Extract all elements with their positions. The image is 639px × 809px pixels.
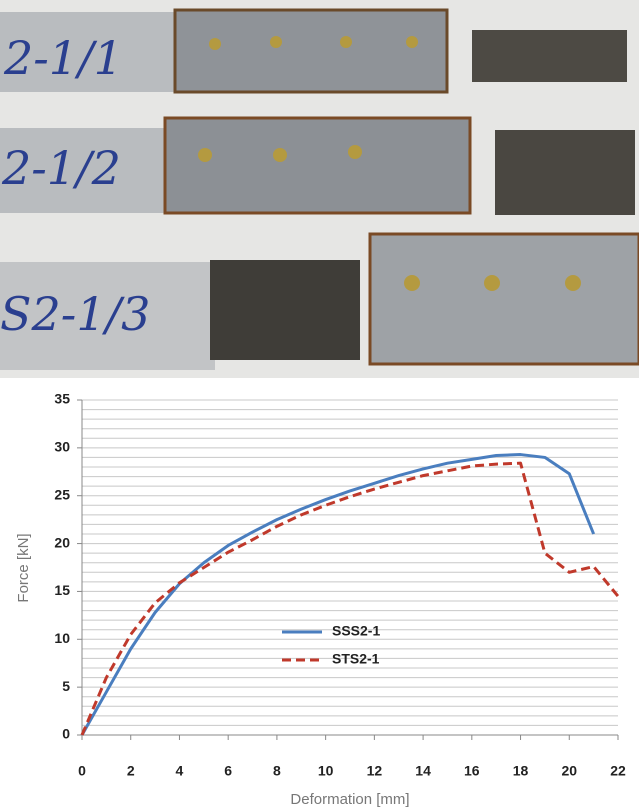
bolt	[198, 148, 212, 162]
x-tick-label: 20	[561, 763, 577, 779]
x-tick-label: 16	[464, 763, 480, 779]
bolt	[273, 148, 287, 162]
y-tick-label: 25	[54, 486, 70, 502]
bolt	[565, 275, 581, 291]
x-tick-label: 10	[318, 763, 334, 779]
x-axis-label: Deformation [mm]	[290, 791, 409, 808]
bolt	[484, 275, 500, 291]
y-tick-label: 35	[54, 391, 70, 407]
x-tick-label: 14	[415, 763, 431, 779]
plate	[495, 130, 635, 215]
bolt	[270, 36, 282, 48]
bolt	[406, 36, 418, 48]
y-tick-label: 10	[54, 630, 70, 646]
y-tick-label: 0	[62, 726, 70, 742]
plate	[368, 232, 639, 366]
x-tick-label: 2	[127, 763, 135, 779]
plate	[472, 30, 627, 82]
series-line	[80, 453, 596, 736]
plate	[0, 262, 215, 370]
plate	[0, 12, 180, 92]
plate	[210, 260, 360, 360]
legend-label: SSS2-1	[332, 623, 380, 639]
series-line	[80, 461, 620, 736]
bolt	[404, 275, 420, 291]
x-tick-label: 6	[224, 763, 232, 779]
plate	[163, 116, 472, 215]
legend-label: STS2-1	[332, 651, 380, 667]
photo-label: 2-1/1	[3, 31, 123, 85]
plate	[173, 8, 449, 94]
y-tick-label: 20	[54, 534, 70, 550]
y-tick-label: 15	[54, 582, 70, 598]
bolt	[348, 145, 362, 159]
x-tick-label: 8	[273, 763, 281, 779]
plate	[0, 128, 170, 213]
x-tick-label: 12	[367, 763, 383, 779]
x-tick-label: 18	[513, 763, 529, 779]
photo-label: S2-1/3	[0, 287, 150, 341]
x-tick-label: 4	[176, 763, 184, 779]
photo-label: 2-1/2	[1, 141, 121, 195]
x-tick-label: 0	[78, 763, 86, 779]
bolt	[209, 38, 221, 50]
y-tick-label: 5	[62, 678, 70, 694]
bolt	[340, 36, 352, 48]
y-axis-label: Force [kN]	[15, 533, 32, 602]
y-tick-label: 30	[54, 439, 70, 455]
photo: 2-1/1 2-1/2 S2-1/3	[0, 0, 639, 378]
x-tick-label: 22	[610, 763, 626, 779]
